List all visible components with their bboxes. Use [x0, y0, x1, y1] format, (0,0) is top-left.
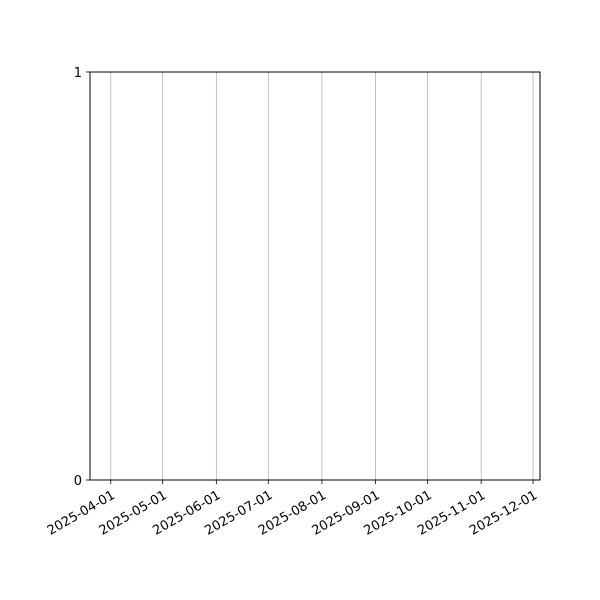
grid [110, 72, 534, 480]
y-tick-label: 1 [74, 66, 82, 81]
axes-frame [89, 71, 541, 481]
y-axis: 01 [74, 66, 90, 489]
y-tick-label: 0 [74, 474, 82, 489]
